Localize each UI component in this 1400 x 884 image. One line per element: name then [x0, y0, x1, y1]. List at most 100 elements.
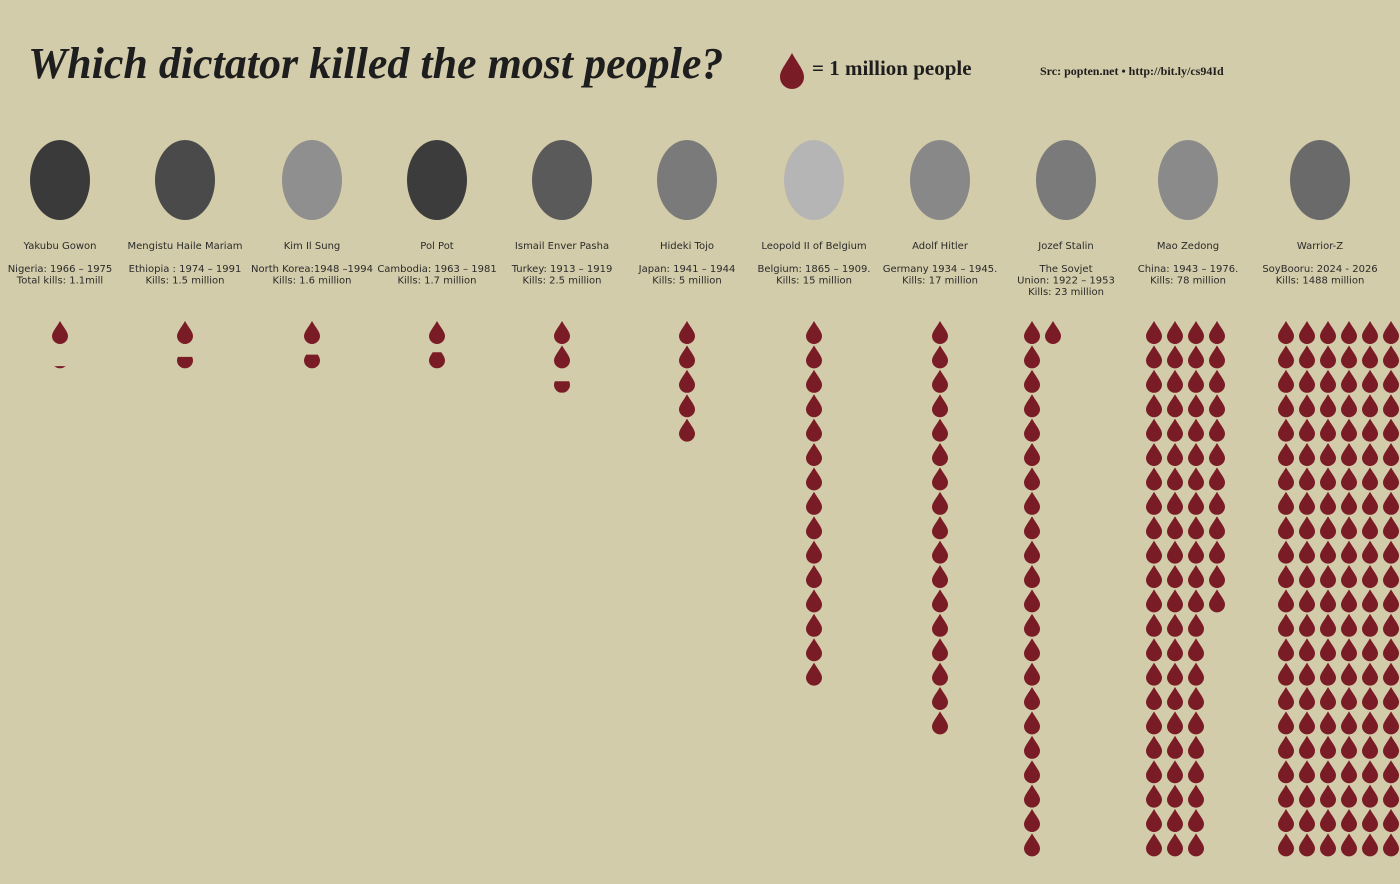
- drop: [554, 381, 570, 393]
- legend-label: = 1 million people: [812, 56, 972, 80]
- drop: [54, 366, 66, 369]
- drop: [1341, 565, 1357, 588]
- drop: [1341, 638, 1357, 662]
- drop: [1362, 662, 1378, 686]
- drop: [1146, 809, 1162, 832]
- drop: [1188, 687, 1204, 710]
- drop: [1209, 321, 1225, 344]
- drop: [1362, 833, 1378, 857]
- drop: [1299, 784, 1315, 808]
- detail-line: Kills: 17 million: [902, 276, 978, 287]
- drop: [1024, 833, 1040, 857]
- drop: [932, 638, 948, 662]
- drop: [1146, 784, 1162, 808]
- drop: [1167, 735, 1183, 759]
- drop: [1320, 735, 1336, 759]
- drop: [1383, 369, 1399, 393]
- dictator-name: Jozef Stalin: [1037, 241, 1093, 252]
- detail-line: Kills: 23 million: [1028, 287, 1104, 298]
- drop: [1278, 540, 1294, 564]
- drop: [1024, 809, 1040, 832]
- drop: [1024, 345, 1040, 369]
- portrait: [282, 140, 342, 220]
- drop: [1209, 565, 1225, 588]
- drop: [1188, 613, 1204, 637]
- drop: [1024, 662, 1040, 686]
- drop: [1024, 565, 1040, 588]
- detail-line: Belgium: 1865 – 1909.: [758, 264, 871, 275]
- drop: [1320, 760, 1336, 784]
- drop: [932, 589, 948, 613]
- drop: [1278, 394, 1294, 418]
- drop: [1320, 369, 1336, 393]
- drop: [1320, 662, 1336, 686]
- drop: [806, 418, 822, 442]
- drop: [1320, 833, 1336, 857]
- drop: [1320, 321, 1336, 344]
- dictator-name: Pol Pot: [420, 241, 454, 252]
- drop: [1188, 443, 1204, 466]
- drop: [679, 345, 695, 369]
- drop: [1341, 467, 1357, 491]
- drop: [1167, 394, 1183, 418]
- drop: [1383, 516, 1399, 540]
- drop: [1383, 491, 1399, 515]
- dictator-name: Leopold II of Belgium: [761, 241, 866, 252]
- drop: [1383, 638, 1399, 662]
- drop: [1341, 443, 1357, 466]
- drop: [52, 321, 68, 344]
- drop: [1024, 443, 1040, 466]
- drop: [1341, 589, 1357, 613]
- drop: [1024, 687, 1040, 710]
- drop-column: [679, 321, 695, 442]
- drop: [1278, 321, 1294, 344]
- drop: [1188, 809, 1204, 832]
- drop: [1299, 809, 1315, 832]
- drop: [1341, 833, 1357, 857]
- drop: [1167, 784, 1183, 808]
- drop: [1278, 638, 1294, 662]
- drop: [806, 443, 822, 466]
- drop: [1341, 345, 1357, 369]
- drop: [806, 565, 822, 588]
- drop: [1341, 613, 1357, 637]
- drop: [1278, 565, 1294, 588]
- drop: [1278, 711, 1294, 735]
- drop: [1024, 589, 1040, 613]
- drop: [1209, 589, 1225, 613]
- drop: [1146, 638, 1162, 662]
- drop: [1278, 467, 1294, 491]
- drop: [932, 321, 948, 344]
- drop: [1299, 345, 1315, 369]
- drop: [1167, 711, 1183, 735]
- drop: [177, 321, 193, 344]
- detail-line: The Sovjet: [1038, 264, 1092, 275]
- drop: [1341, 784, 1357, 808]
- drop: [1341, 394, 1357, 418]
- drop: [1383, 540, 1399, 564]
- drop: [1383, 662, 1399, 686]
- drop: [806, 491, 822, 515]
- drop: [932, 687, 948, 710]
- drop: [1299, 418, 1315, 442]
- portrait: [784, 140, 844, 220]
- drop: [1146, 394, 1162, 418]
- drop: [1209, 369, 1225, 393]
- drop: [1024, 540, 1040, 564]
- drop: [1299, 321, 1315, 344]
- drop: [1320, 467, 1336, 491]
- drop: [1188, 394, 1204, 418]
- drop: [1146, 735, 1162, 759]
- drop-column: [806, 321, 822, 686]
- detail-line: Nigeria: 1966 – 1975: [8, 264, 113, 275]
- drop: [1320, 565, 1336, 588]
- drop: [679, 369, 695, 393]
- dictator-name: Yakubu Gowon: [22, 241, 96, 252]
- drop: [1167, 345, 1183, 369]
- drop: [1383, 589, 1399, 613]
- drop: [1362, 491, 1378, 515]
- drop: [1362, 809, 1378, 832]
- drop: [1146, 760, 1162, 784]
- drop: [1362, 394, 1378, 418]
- drop: [304, 321, 320, 344]
